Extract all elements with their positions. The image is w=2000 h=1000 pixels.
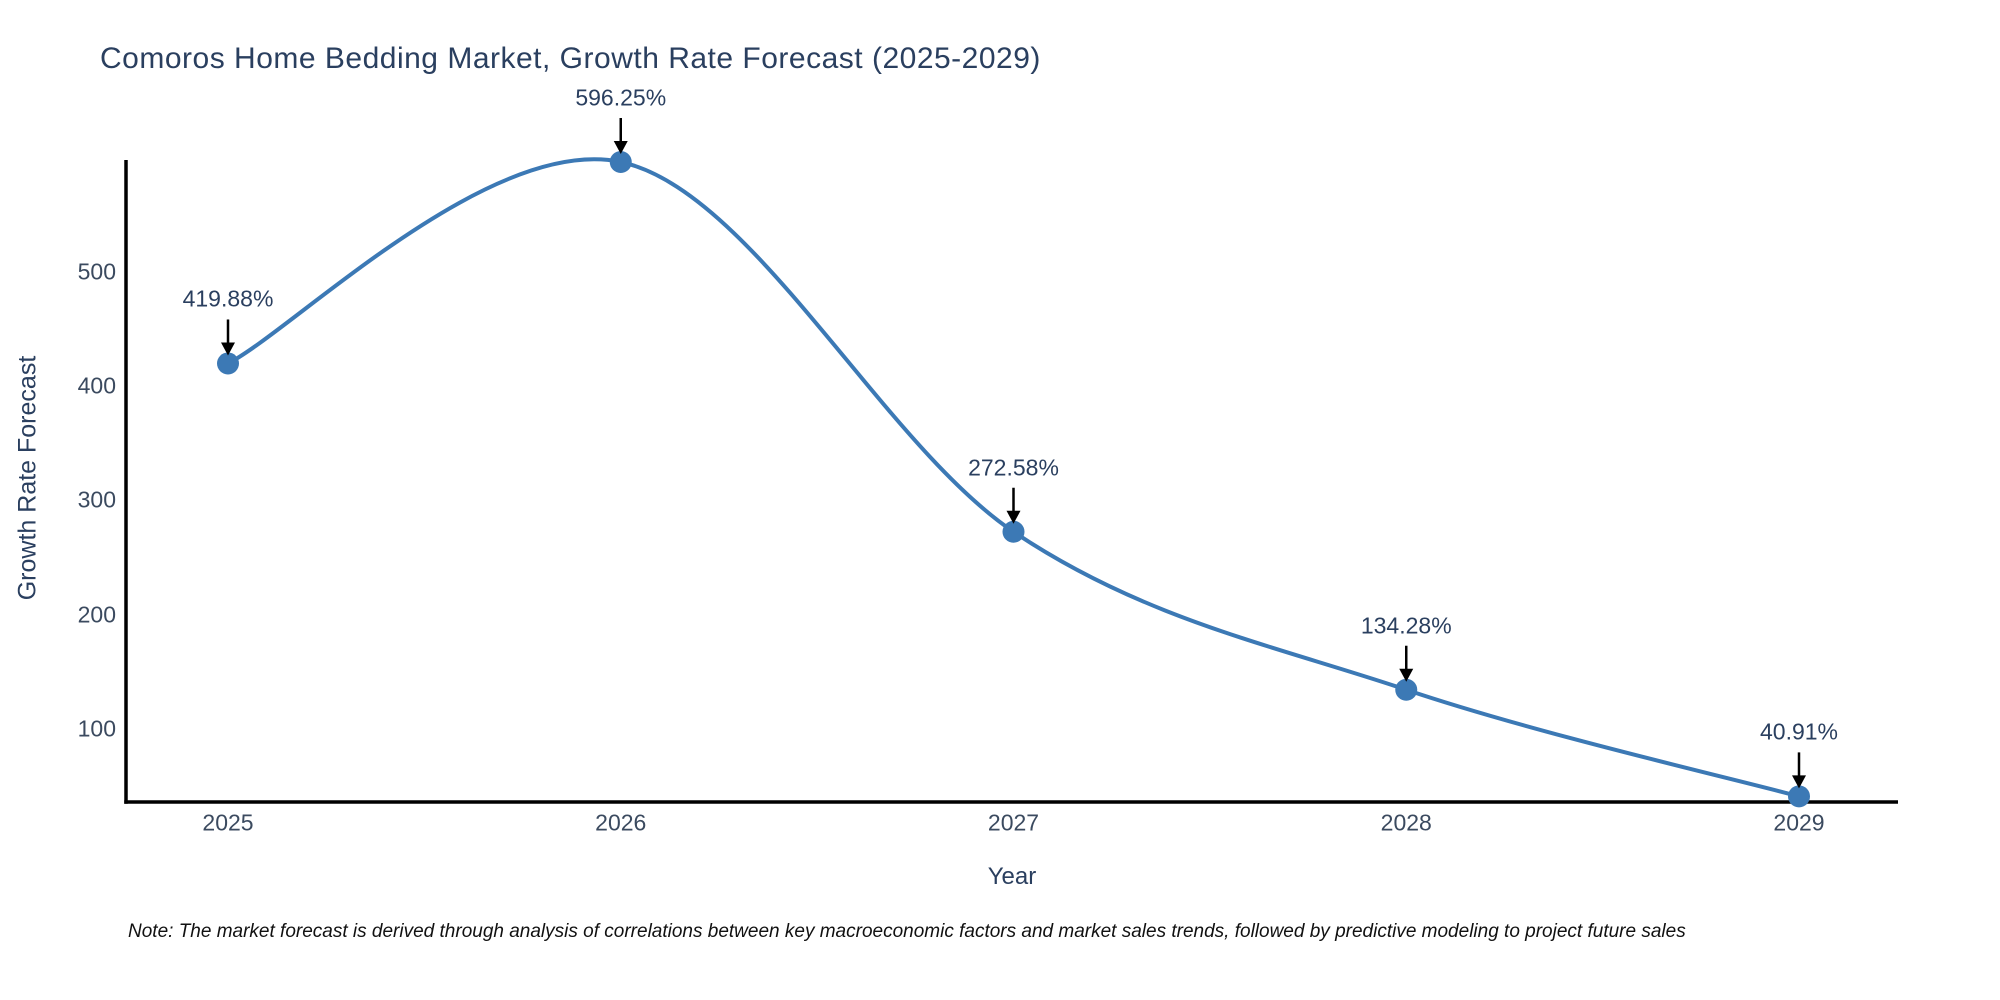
y-tick-label: 200 (77, 601, 116, 628)
data-point-label: 134.28% (1360, 612, 1452, 639)
data-point-marker (217, 352, 239, 375)
annotation-arrow-head (1792, 775, 1806, 789)
y-tick-label: 300 (77, 486, 116, 513)
data-point-marker (1395, 678, 1418, 701)
data-point-label: 40.91% (1759, 718, 1839, 745)
annotation-arrow-head (1006, 510, 1021, 524)
x-tick-label: 2026 (595, 809, 647, 836)
data-point-label: 419.88% (182, 285, 274, 312)
data-point-label: 272.58% (968, 454, 1059, 481)
x-tick-label: 2029 (1773, 809, 1825, 836)
annotation-arrow-head (221, 342, 235, 356)
x-tick-label: 2027 (987, 809, 1040, 836)
forecast-line (226, 157, 1801, 799)
y-tick-label: 400 (77, 372, 116, 399)
y-tick-label: 100 (77, 715, 116, 742)
x-tick-label: 2025 (202, 809, 254, 836)
annotation-arrow-head (1399, 668, 1414, 682)
chart-title: Comoros Home Bedding Market, Growth Rate… (100, 42, 1041, 75)
data-point-marker (609, 150, 632, 173)
data-point-label: 596.25% (575, 84, 667, 111)
x-axis-title: Year (987, 863, 1037, 890)
y-tick-label: 500 (77, 258, 116, 285)
data-point-marker (1002, 520, 1025, 543)
footnote: Note: The market forecast is derived thr… (128, 921, 1686, 942)
annotation-arrow-head (613, 140, 628, 154)
x-tick-label: 2028 (1380, 809, 1432, 836)
data-point-marker (1788, 785, 1810, 808)
